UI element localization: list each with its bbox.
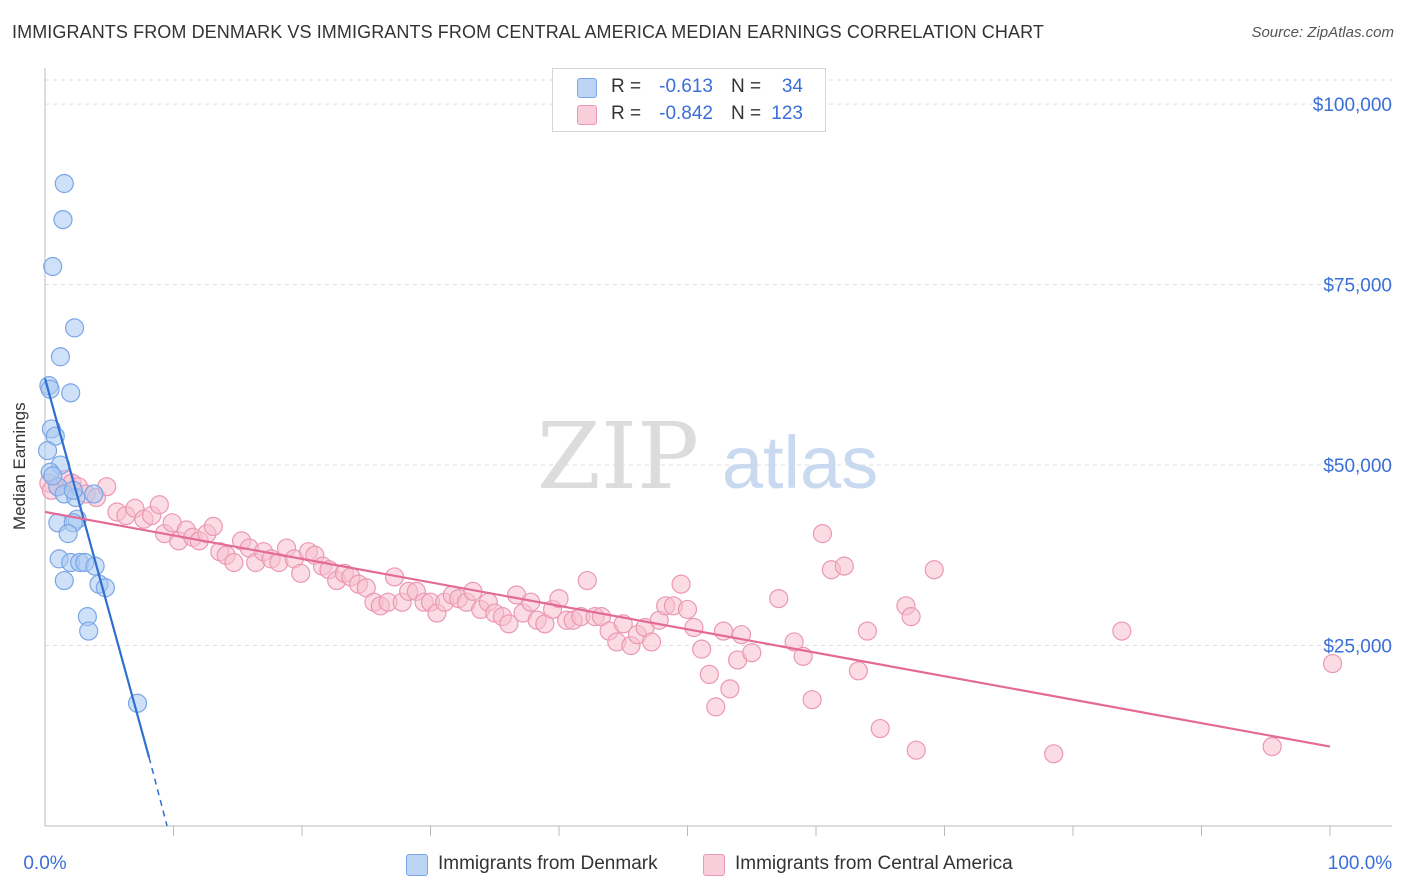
point-denmark [50, 347, 71, 367]
point-central-america [720, 679, 740, 699]
point-central-america [812, 524, 833, 544]
central-america-swatch [577, 105, 597, 125]
r-label: R = [611, 103, 642, 124]
point-central-america [577, 570, 597, 591]
point-central-america [671, 574, 691, 594]
point-central-america [699, 664, 719, 685]
point-central-america [692, 639, 712, 659]
watermark-atlas: atlas [722, 421, 878, 504]
r-label: R = [611, 76, 642, 97]
point-denmark [58, 524, 78, 544]
trend-line-central-america [44, 510, 1331, 748]
point-central-america [802, 690, 822, 710]
x-tick-label: 100.0% [1328, 853, 1393, 874]
y-tick-label: $100,000 [1313, 95, 1392, 116]
point-denmark [95, 578, 115, 598]
point-central-america [834, 556, 854, 576]
stats-row-denmark: R = -0.613 N = 34 [553, 74, 825, 100]
central-america-swatch [703, 854, 725, 876]
point-denmark [84, 484, 104, 504]
stats-legend: R = -0.613 N = 34 R = -0.842 N = 123 [552, 68, 826, 132]
point-central-america [291, 563, 311, 583]
trend-line-denmark [43, 378, 151, 758]
point-central-america [684, 617, 704, 638]
stats-row-central-america: R = -0.842 N = 123 [553, 101, 825, 127]
point-central-america [906, 740, 926, 760]
y-axis-label: Median Earnings [10, 402, 29, 530]
point-central-america [769, 588, 789, 609]
point-central-america [149, 495, 169, 515]
point-central-america [706, 697, 726, 717]
y-tick-label: $25,000 [1323, 637, 1392, 658]
trend-lines [43, 378, 1331, 827]
legend-label: Immigrants from Denmark [438, 853, 658, 874]
point-denmark [61, 383, 81, 403]
point-central-america [742, 643, 762, 663]
point-central-america [224, 552, 244, 573]
point-denmark [43, 466, 63, 486]
point-denmark [54, 570, 74, 591]
y-tick-label: $75,000 [1323, 276, 1392, 297]
denmark-swatch [406, 854, 428, 876]
tick-labels: $25,000 $50,000 $75,000 $100,000 0.0% 100.0% [23, 95, 1392, 874]
r-value: -0.842 [659, 103, 713, 124]
r-value: -0.613 [659, 76, 713, 97]
point-central-america [641, 632, 662, 652]
point-central-america [857, 621, 878, 641]
trend-line-denmark-extension [148, 757, 168, 827]
y-tick-label: $50,000 [1323, 456, 1392, 477]
n-value: 123 [771, 103, 803, 124]
denmark-swatch [577, 78, 597, 98]
point-central-america [499, 614, 519, 634]
point-denmark [53, 210, 73, 230]
point-central-america [549, 588, 569, 609]
point-denmark [64, 318, 85, 338]
point-denmark [54, 173, 74, 194]
legend-label: Immigrants from Central America [735, 853, 1013, 874]
point-denmark [79, 621, 99, 641]
n-label: N = [731, 76, 762, 97]
point-central-america [677, 599, 698, 620]
point-central-america [1044, 744, 1064, 764]
point-central-america [870, 718, 890, 739]
series-legend: Immigrants from Denmark Immigrants from … [0, 852, 1406, 878]
data-points [37, 173, 1343, 764]
point-central-america [1262, 736, 1282, 757]
point-denmark [43, 256, 63, 277]
point-central-america [848, 661, 869, 681]
chart-title: IMMIGRANTS FROM DENMARK VS IMMIGRANTS FR… [12, 22, 1044, 42]
x-tick-label: 0.0% [23, 853, 66, 874]
n-value: 34 [781, 76, 803, 97]
point-central-america [924, 560, 944, 580]
point-central-america [203, 516, 223, 537]
n-label: N = [731, 103, 762, 124]
point-denmark [37, 441, 58, 461]
watermark-zip: ZIP [537, 403, 699, 510]
point-central-america [1112, 621, 1132, 641]
point-central-america [901, 607, 921, 627]
source-label: Source: ZipAtlas.com [1251, 24, 1394, 41]
point-denmark [127, 693, 148, 713]
point-central-america [1322, 653, 1343, 674]
point-central-america [784, 632, 804, 652]
watermark: ZIP atlas [537, 403, 878, 510]
